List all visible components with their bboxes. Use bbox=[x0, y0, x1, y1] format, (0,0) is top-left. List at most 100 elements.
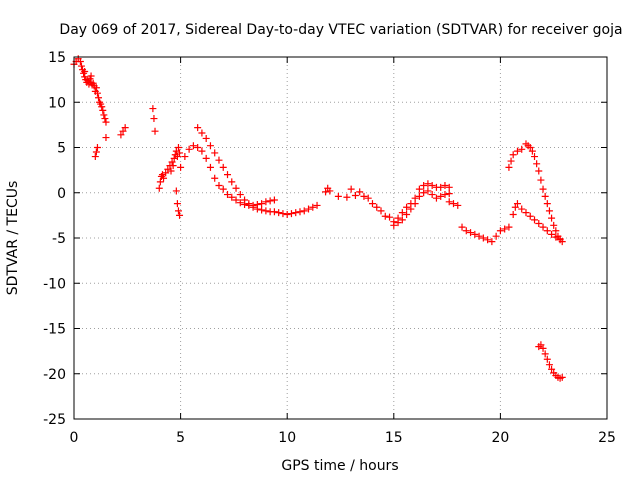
data-point bbox=[76, 58, 84, 66]
data-point bbox=[155, 184, 163, 192]
data-point bbox=[368, 200, 376, 208]
data-point bbox=[537, 176, 545, 184]
data-point bbox=[177, 163, 185, 171]
data-point bbox=[174, 207, 182, 215]
data-point bbox=[513, 147, 521, 155]
data-point bbox=[149, 105, 157, 113]
data-point bbox=[194, 124, 202, 132]
data-point bbox=[458, 223, 466, 231]
data-point bbox=[548, 365, 556, 373]
data-point bbox=[262, 207, 270, 215]
data-point bbox=[539, 223, 547, 231]
data-point bbox=[505, 223, 513, 231]
data-point bbox=[258, 206, 266, 214]
data-point bbox=[236, 191, 244, 199]
data-point bbox=[198, 147, 206, 155]
data-point bbox=[98, 103, 106, 111]
data-point bbox=[531, 153, 539, 161]
grid bbox=[74, 57, 607, 419]
data-point bbox=[262, 198, 270, 206]
data-point bbox=[386, 213, 394, 221]
data-point bbox=[449, 200, 457, 208]
data-point bbox=[275, 209, 283, 217]
data-point bbox=[309, 203, 317, 211]
data-point bbox=[176, 149, 184, 157]
data-point bbox=[403, 210, 411, 218]
data-point bbox=[415, 185, 423, 193]
data-point bbox=[558, 373, 566, 381]
series-late-peak bbox=[505, 140, 566, 246]
data-point bbox=[437, 183, 445, 191]
data-point bbox=[511, 203, 519, 211]
data-point bbox=[241, 196, 249, 204]
data-point bbox=[381, 212, 389, 220]
data-point bbox=[507, 157, 515, 165]
data-point bbox=[513, 200, 521, 208]
data-point bbox=[415, 192, 423, 200]
data-point bbox=[206, 163, 214, 171]
y-tick-label: 5 bbox=[57, 141, 66, 157]
data-point bbox=[526, 144, 534, 151]
data-point bbox=[236, 199, 244, 207]
series-outlier-tail bbox=[535, 341, 566, 382]
data-point bbox=[554, 232, 562, 240]
data-point bbox=[420, 182, 428, 190]
data-point bbox=[224, 171, 232, 179]
data-point bbox=[428, 182, 436, 190]
data-point bbox=[80, 69, 88, 77]
data-point bbox=[518, 205, 526, 213]
data-point bbox=[211, 149, 219, 157]
data-point bbox=[202, 134, 210, 142]
data-point bbox=[528, 147, 536, 155]
data-point bbox=[398, 216, 406, 224]
y-tick-label: -15 bbox=[43, 322, 66, 338]
data-point bbox=[215, 182, 223, 190]
data-point bbox=[305, 205, 313, 213]
data-point bbox=[92, 148, 100, 156]
data-point bbox=[117, 131, 125, 139]
x-tick-label: 5 bbox=[176, 430, 185, 446]
data-point bbox=[100, 111, 108, 119]
data-point bbox=[215, 156, 223, 164]
data-point bbox=[545, 361, 553, 369]
data-point bbox=[119, 127, 127, 135]
data-point bbox=[501, 225, 509, 233]
data-point bbox=[360, 192, 368, 200]
data-point bbox=[99, 106, 107, 114]
data-point bbox=[224, 191, 232, 199]
data-point bbox=[541, 350, 549, 358]
data-point bbox=[545, 207, 553, 215]
data-point bbox=[287, 210, 295, 218]
data-point bbox=[322, 188, 330, 196]
data-point bbox=[81, 67, 89, 75]
data-point bbox=[403, 203, 411, 211]
data-point bbox=[509, 210, 517, 218]
data-point bbox=[398, 209, 406, 217]
y-tick-label: -20 bbox=[43, 367, 66, 383]
data-point bbox=[219, 163, 227, 171]
data-point bbox=[356, 188, 364, 196]
series-pre-5h-cluster bbox=[155, 144, 184, 219]
data-point bbox=[535, 220, 543, 228]
data-point bbox=[541, 192, 549, 200]
series-early-track bbox=[70, 55, 110, 126]
data-point bbox=[548, 230, 556, 238]
data-point bbox=[390, 221, 398, 229]
data-point bbox=[158, 171, 166, 179]
data-point bbox=[198, 129, 206, 137]
data-point bbox=[552, 227, 560, 235]
x-tick-label: 20 bbox=[491, 430, 509, 446]
data-point bbox=[95, 94, 103, 102]
data-point bbox=[347, 185, 355, 193]
data-point bbox=[467, 229, 475, 237]
data-point bbox=[351, 191, 359, 199]
data-point bbox=[102, 118, 110, 126]
data-point bbox=[475, 232, 483, 240]
data-point bbox=[537, 341, 545, 349]
y-tick-label: 15 bbox=[48, 50, 66, 66]
series-mid-section bbox=[322, 180, 453, 226]
data-point bbox=[411, 200, 419, 208]
data-point bbox=[539, 185, 547, 193]
data-point bbox=[211, 174, 219, 182]
